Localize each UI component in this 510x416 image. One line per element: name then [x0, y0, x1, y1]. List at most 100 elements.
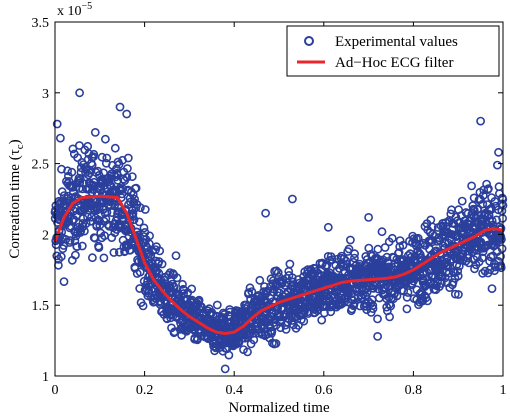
scatter-point: [115, 102, 125, 112]
filter-line: [53, 194, 504, 335]
y-exponent-label: x 10−5: [57, 1, 92, 19]
scatter-point: [403, 288, 413, 297]
scatter-point: [134, 217, 144, 227]
scatter-point: [350, 249, 359, 259]
scatter-point: [110, 143, 120, 153]
scatter-point: [423, 296, 432, 306]
scatter-point: [90, 127, 100, 137]
scatter-point: [118, 184, 128, 194]
scatter-point: [394, 248, 404, 257]
scatter-point: [380, 243, 390, 252]
scatter-point: [355, 259, 365, 269]
scatter-point: [247, 287, 257, 296]
scatter-point: [487, 284, 497, 293]
scatter-point: [398, 240, 408, 250]
scatter-point: [467, 181, 476, 191]
scatter-point: [243, 347, 252, 357]
scatter-point: [63, 166, 72, 176]
x-tick-label: 1: [500, 383, 507, 398]
legend: Experimental values Ad−Hoc ECG filter: [286, 25, 500, 77]
scatter-point: [114, 247, 124, 257]
scatter-point: [224, 350, 234, 360]
scatter-point: [478, 268, 487, 278]
scatter-point: [373, 331, 382, 341]
scatter-point: [88, 253, 97, 263]
scatter-point: [470, 264, 479, 274]
legend-label-filter: Ad−Hoc ECG filter: [335, 55, 453, 71]
x-tick-label: 0.8: [405, 383, 423, 398]
scatter-point: [113, 208, 122, 218]
y-tick-label: 2: [42, 228, 49, 243]
scatter-point: [271, 339, 281, 348]
plot-frame: [54, 21, 504, 377]
scatter-point: [311, 266, 321, 276]
scatter-point: [75, 88, 84, 98]
scatter-point: [457, 196, 467, 206]
scatter-point: [56, 133, 65, 143]
scatter-point: [385, 312, 394, 322]
scatter-point: [299, 316, 309, 326]
scatter-point: [92, 197, 102, 207]
scatter-point: [267, 326, 277, 336]
scatter-point: [476, 116, 485, 126]
scatter-point: [169, 282, 179, 292]
scatter-point: [138, 301, 148, 311]
scatter-point: [123, 164, 132, 173]
scatter-point: [392, 291, 402, 301]
scatter-point: [364, 212, 373, 222]
y-tick-label: 2.5: [32, 158, 50, 173]
scatter-point: [109, 248, 119, 257]
y-axis-label: Correation time (τc): [7, 139, 26, 258]
legend-label-experimental: Experimental values: [335, 34, 458, 50]
y-tick-label: 3: [42, 87, 49, 102]
scatter-point: [178, 279, 187, 289]
tick-labels: 0 0.2 0.4 0.6 0.8 1 1 1.5 2 2.5 3 3.5: [32, 16, 507, 398]
x-tick-label: 0: [52, 383, 59, 398]
scatter-point: [492, 160, 502, 170]
scatter-point: [78, 218, 88, 228]
scatter-point: [344, 244, 354, 254]
scatter-point: [416, 239, 425, 249]
scatter-point: [123, 153, 133, 163]
scatter-point: [496, 235, 506, 244]
scatter-point: [122, 172, 132, 182]
scatter-point: [187, 284, 197, 294]
scatter-point: [174, 289, 184, 299]
scatter-point: [366, 299, 376, 308]
scatter-point: [494, 147, 503, 157]
scatter-point: [473, 204, 483, 214]
scatter-point: [65, 236, 75, 245]
y-tick-label: 1: [42, 370, 49, 385]
scatter-point: [382, 302, 392, 312]
scatter-point: [477, 253, 487, 263]
scatter-point: [381, 280, 391, 290]
scatter-point: [102, 153, 112, 163]
axis-ticks: [54, 21, 504, 377]
scatter-point: [68, 144, 78, 154]
scatter-point: [140, 205, 150, 214]
scatter-point: [323, 222, 333, 232]
scatter-point: [261, 208, 270, 218]
scatter-point: [127, 172, 137, 181]
scatter-point: [157, 259, 167, 269]
scatter-point: [212, 300, 222, 310]
scatter-series: [50, 88, 508, 374]
scatter-point: [101, 134, 110, 144]
scatter-point: [99, 253, 109, 263]
scatter-point: [122, 109, 132, 119]
scatter-point: [478, 199, 488, 209]
scatter-point: [52, 119, 62, 129]
scatter-point: [377, 227, 387, 237]
x-tick-label: 0.6: [315, 383, 333, 398]
legend-marker-experimental: [304, 36, 314, 46]
scatter-point: [386, 301, 396, 311]
scatter-point: [453, 271, 463, 281]
scatter-point: [104, 221, 114, 231]
scatter-point: [73, 153, 82, 162]
scatter-point: [135, 267, 145, 277]
x-axis-label: Normalized time: [228, 400, 330, 416]
scatter-point: [56, 252, 66, 261]
scatter-point: [97, 152, 107, 162]
scatter-point: [155, 246, 165, 256]
scatter-point: [287, 194, 297, 204]
